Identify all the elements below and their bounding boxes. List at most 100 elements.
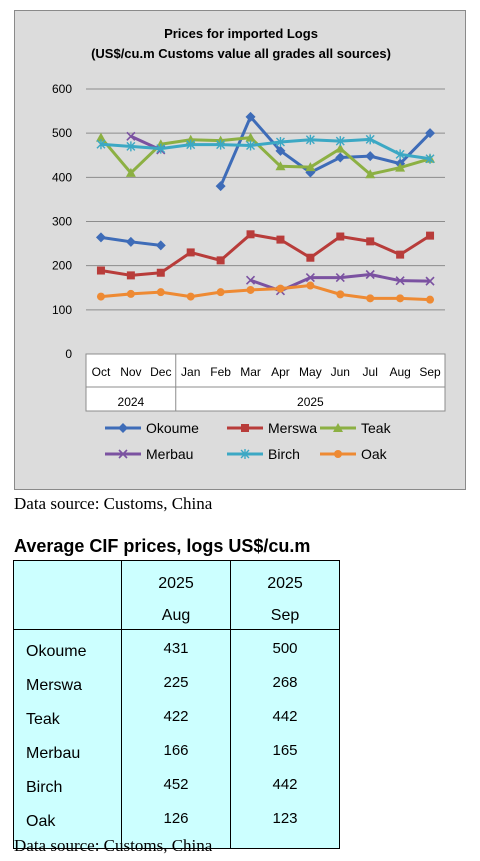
table-header-sep: 2025 Sep	[230, 560, 340, 630]
oak-point	[96, 292, 105, 301]
y-tick-label: 500	[52, 126, 72, 140]
merbau-point	[335, 273, 345, 283]
table-body-row: Okoume Merswa Teak Merbau Birch Oak 431 …	[13, 629, 340, 849]
birch-point	[365, 134, 375, 145]
okoume-point	[365, 151, 376, 162]
oak-aug-value: 126	[163, 810, 189, 827]
x-tick-label: Oct	[92, 365, 111, 379]
birch-point	[216, 139, 226, 150]
category-axis-area	[85, 353, 446, 412]
okoume-point	[275, 145, 286, 156]
header-year-sep: 2025	[267, 575, 303, 592]
table-title: Average CIF prices, logs US$/cu.m	[14, 536, 311, 556]
x-tick-label: Apr	[271, 365, 290, 379]
birch-point	[425, 153, 435, 164]
merswa-point	[246, 230, 255, 239]
x-tick-label: Jun	[331, 365, 350, 379]
oak-point	[246, 285, 255, 294]
row-name-merbau: Merbau	[26, 745, 81, 762]
teak-point	[245, 132, 256, 142]
x-tick-label: Nov	[120, 365, 141, 379]
x-tick-label: Jul	[363, 365, 378, 379]
merswa-point	[186, 248, 195, 257]
okoume-point	[245, 111, 256, 122]
species-name-column: Okoume Merswa Teak Merbau Birch Oak	[13, 629, 122, 849]
sep-value-column: 500 268 442 165 442 123	[230, 629, 340, 849]
teak-point	[95, 132, 106, 142]
legend-marker-birch	[240, 449, 250, 459]
x-tick-label: Mar	[240, 365, 261, 379]
price-line-chart: Prices for imported Logs (US$/cu.m Custom…	[52, 26, 446, 462]
x-tick-label: Aug	[389, 365, 410, 379]
teak-point	[335, 143, 346, 153]
legend-label-okoume: Okoume	[146, 420, 199, 436]
merswa-point	[426, 231, 435, 240]
merbau-point	[126, 131, 136, 141]
oak-point	[276, 284, 285, 293]
merswa-point	[336, 232, 345, 241]
price-table: 2025 Aug 2025 Sep Okoume Merswa Teak Mer…	[13, 560, 340, 849]
oak-line	[100, 284, 431, 302]
birch-aug-value: 452	[163, 776, 189, 793]
merswa-point	[156, 268, 165, 277]
row-name-okoume: Okoume	[26, 643, 87, 660]
header-month-aug: Aug	[161, 607, 191, 624]
merbau-point	[365, 269, 375, 280]
okoume-point	[95, 232, 106, 243]
legend-marker-okoume	[118, 423, 128, 433]
x-tick-label: Dec	[150, 365, 171, 379]
okoume-point	[155, 240, 166, 251]
merbau-point	[395, 276, 405, 286]
birch-point	[246, 140, 256, 151]
merswa-line	[100, 232, 431, 277]
oak-point	[336, 290, 345, 299]
aug-value-column: 431 225 422 166 452 126	[121, 629, 231, 849]
birch-line	[100, 137, 431, 161]
merbau-point	[305, 273, 315, 283]
okoume-point	[215, 181, 226, 192]
okoume-point	[425, 128, 436, 139]
merswa-sep-value: 268	[272, 674, 298, 691]
merswa-point	[216, 256, 225, 265]
oak-point	[306, 281, 315, 290]
merbau-aug-value: 166	[163, 742, 189, 759]
legend-marker-merbau	[118, 449, 128, 459]
table-source-note: Data source: Customs, China	[14, 836, 213, 855]
okoume-point	[125, 236, 136, 247]
teak-sep-value: 442	[272, 708, 298, 725]
merswa-aug-value: 225	[163, 674, 189, 691]
teak-aug-value: 422	[163, 708, 189, 725]
legend-marker-merswa	[241, 424, 249, 432]
oak-point	[186, 292, 195, 301]
chart-source-note: Data source: Customs, China	[14, 494, 213, 513]
oak-sep-value: 123	[272, 810, 298, 827]
legend-label-merbau: Merbau	[146, 446, 193, 462]
year-group-label: 2025	[297, 395, 324, 409]
merswa-point	[306, 253, 315, 262]
okoume-point	[335, 152, 346, 163]
x-tick-label: Sep	[419, 365, 441, 379]
merswa-point	[396, 250, 405, 259]
legend-label-teak: Teak	[361, 420, 392, 436]
oak-point	[126, 289, 135, 298]
x-tick-label: May	[299, 365, 322, 379]
row-name-teak: Teak	[26, 711, 60, 728]
merbau-sep-value: 165	[272, 742, 298, 759]
chart-subtitle: (US$/cu.m Customs value all grades all s…	[91, 46, 391, 61]
x-tick-label: Jan	[181, 365, 200, 379]
y-tick-label: 600	[52, 82, 72, 96]
birch-sep-value: 442	[272, 776, 298, 793]
legend-marker-teak	[333, 423, 343, 432]
y-tick-label: 0	[65, 347, 72, 361]
table-header-row: 2025 Aug 2025 Sep	[13, 560, 340, 630]
legend-marker-oak	[334, 450, 342, 458]
merswa-point	[276, 235, 285, 244]
y-tick-label: 400	[52, 170, 72, 184]
oak-point	[366, 294, 375, 303]
y-tick-label: 100	[52, 303, 72, 317]
birch-point	[275, 137, 285, 147]
birch-point	[156, 143, 166, 154]
header-year-aug: 2025	[158, 575, 194, 592]
row-name-merswa: Merswa	[26, 677, 83, 694]
merswa-point	[126, 271, 135, 280]
